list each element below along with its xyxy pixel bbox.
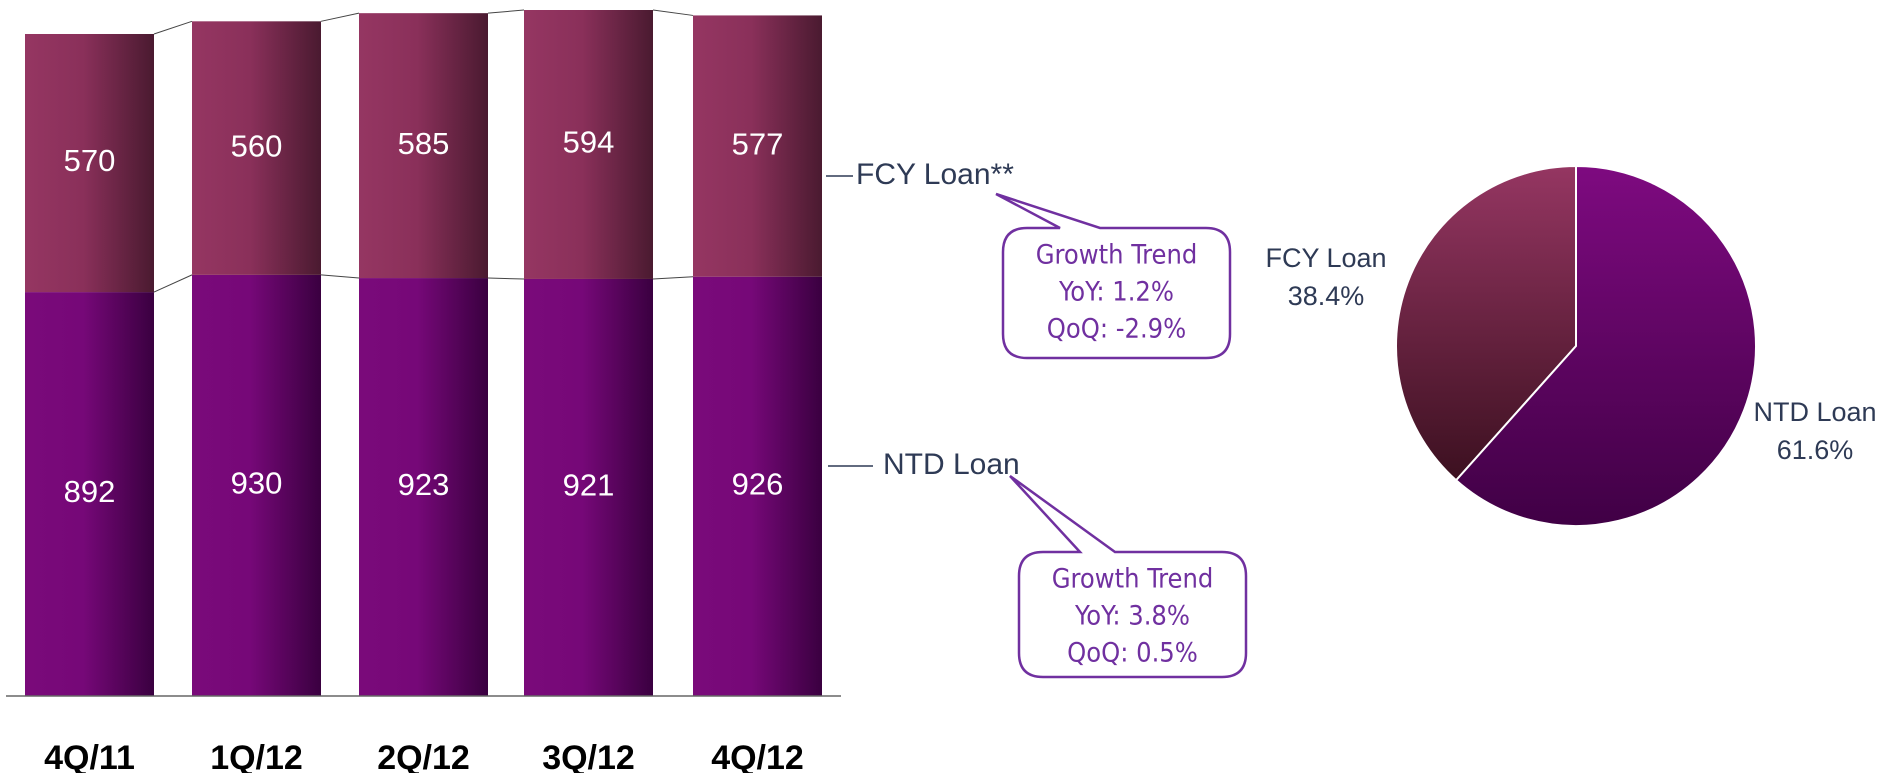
callout-text: Growth Trend [1036, 240, 1198, 271]
bar-value-label: 585 [398, 126, 450, 161]
callout-text: YoY: 3.8% [1074, 601, 1190, 632]
bar [524, 278, 653, 696]
x-tick-label: 4Q/11 [44, 739, 135, 773]
bar [359, 13, 488, 279]
pie-label: NTD Loan [1753, 397, 1876, 427]
callout-text: QoQ: 0.5% [1067, 638, 1198, 669]
pie-value-label: 38.4% [1288, 281, 1365, 311]
bar-value-label: 926 [732, 467, 784, 502]
bar [192, 21, 321, 275]
pie-label: FCY Loan [1265, 243, 1386, 273]
bar-value-label: 921 [563, 468, 615, 503]
x-tick-label: 2Q/12 [377, 739, 470, 773]
connector-line [487, 277, 525, 280]
bar [192, 274, 321, 696]
bar [693, 15, 822, 277]
connector-line [153, 274, 193, 293]
bar-value-label: 923 [398, 467, 450, 502]
x-tick-label: 4Q/12 [711, 739, 804, 773]
bar [25, 33, 154, 293]
bar [25, 292, 154, 696]
bar-value-label: 570 [64, 143, 116, 178]
pie-slice [1454, 164, 1757, 527]
bar [524, 10, 653, 279]
bar-value-label: 892 [64, 474, 116, 509]
connector-line [652, 9, 694, 16]
callout-text: YoY: 1.2% [1058, 277, 1174, 308]
bar-value-label: 577 [732, 126, 784, 161]
connector-line [487, 9, 525, 14]
callout-box [1009, 474, 1248, 679]
x-tick-label: 1Q/12 [210, 739, 303, 773]
bar-value-label: 930 [231, 466, 283, 501]
x-tick-label: 3Q/12 [542, 739, 635, 773]
connector-line [652, 276, 694, 280]
callout-text: Growth Trend [1052, 564, 1214, 595]
bar-value-label: 560 [231, 128, 283, 163]
legend-label: NTD Loan [883, 448, 1020, 481]
connector-line [153, 20, 193, 35]
callout-text: QoQ: -2.9% [1047, 314, 1186, 345]
pie-slice [1395, 164, 1577, 482]
legend-label: FCY Loan** [856, 158, 1014, 191]
connector-line [320, 12, 360, 22]
pie-value-label: 61.6% [1777, 435, 1854, 465]
bar [359, 278, 488, 696]
bar-value-label: 594 [563, 125, 615, 160]
callout-box [995, 192, 1232, 360]
connector-line [320, 274, 360, 279]
bar [693, 276, 822, 696]
